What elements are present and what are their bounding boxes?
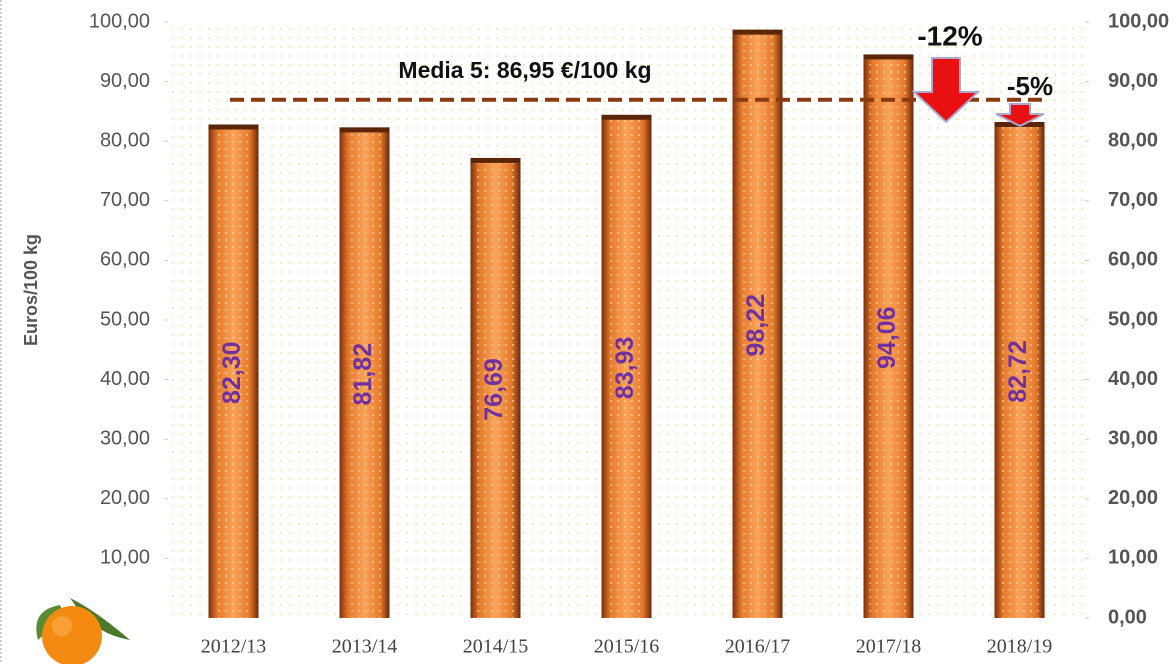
bar-texture	[345, 130, 384, 619]
bar-top	[601, 114, 652, 120]
x-tick-label: 2014/15	[463, 636, 529, 658]
y2-tick-label: 90,00	[1108, 70, 1158, 92]
bar-texture	[607, 117, 646, 619]
annotation: -5%	[1007, 71, 1053, 101]
bar-texture	[476, 160, 515, 618]
value-label: 83,93	[611, 337, 639, 400]
x-tick-label: 2017/18	[856, 636, 922, 658]
x-tick-label: 2015/16	[594, 636, 660, 658]
value-label: 98,22	[742, 294, 770, 357]
bar-top	[863, 54, 914, 60]
bar-texture	[869, 57, 908, 618]
bar-texture	[1000, 124, 1039, 618]
y-tick-label: 40,00	[100, 368, 150, 390]
y-tick-label: 50,00	[100, 308, 150, 330]
y-tick-label: 90,00	[100, 70, 150, 92]
y-axis-label: Euros/100 kg	[21, 234, 41, 346]
value-label: 81,82	[349, 343, 377, 406]
y-tick-label: 80,00	[100, 129, 150, 151]
orange-icon	[36, 598, 130, 664]
bar-top	[470, 157, 521, 163]
y2-tick-label: 40,00	[1108, 368, 1158, 390]
value-label: 76,69	[480, 358, 508, 421]
y-tick-label: 10,00	[100, 547, 150, 569]
bar-top	[339, 127, 390, 133]
arrow	[911, 57, 981, 124]
y-tick-label: 100,00	[89, 10, 150, 32]
arrow	[995, 103, 1045, 128]
y2-tick-label: 80,00	[1108, 129, 1158, 151]
y2-tick-label: 50,00	[1108, 308, 1158, 330]
y2-tick-label: 100,00	[1108, 10, 1169, 32]
y-tick-label: 20,00	[100, 487, 150, 509]
y2-tick-label: 10,00	[1108, 547, 1158, 569]
annotation: -12%	[917, 20, 982, 51]
y2-tick-label: 60,00	[1108, 249, 1158, 271]
y2-tick-label: 30,00	[1108, 427, 1158, 449]
y2-tick-label: 70,00	[1108, 189, 1158, 211]
value-label: 82,30	[218, 341, 246, 404]
y-tick-label: 60,00	[100, 249, 150, 271]
x-tick-label: 2016/17	[725, 636, 791, 658]
bar-top	[732, 29, 783, 35]
x-tick-label: 2013/14	[332, 636, 398, 658]
y2-tick-label: 0,00	[1108, 606, 1147, 628]
y-tick-label: 30,00	[100, 427, 150, 449]
value-label: 82,72	[1004, 340, 1032, 403]
value-label: 94,06	[873, 306, 901, 369]
average-label: Media 5: 86,95 €/100 kg	[398, 57, 651, 83]
y-tick-label: 70,00	[100, 189, 150, 211]
y2-tick-label: 20,00	[1108, 487, 1158, 509]
x-tick-label: 2018/19	[987, 636, 1053, 658]
bar-top	[208, 124, 259, 130]
bar-texture	[738, 32, 777, 618]
x-tick-label: 2012/13	[201, 636, 267, 658]
bar-texture	[214, 127, 253, 618]
